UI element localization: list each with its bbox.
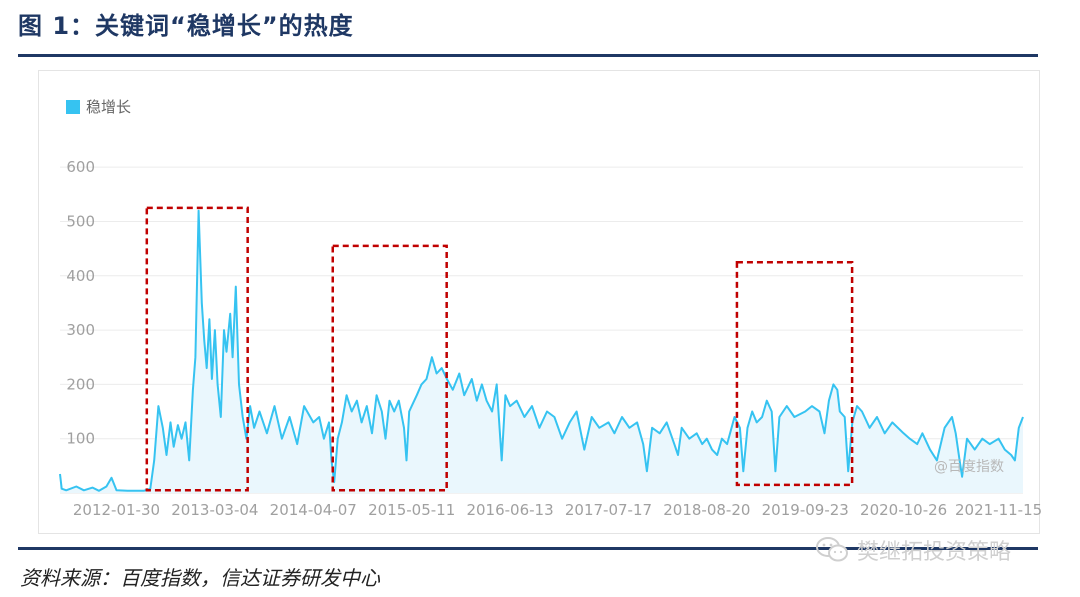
- source-divider: [18, 547, 1038, 550]
- series-area: [60, 210, 1023, 493]
- x-tick-label: 2015-05-11: [368, 501, 455, 519]
- y-tick-label: 500: [66, 212, 95, 230]
- highlight-box-2: [331, 244, 448, 492]
- x-tick-label: 2014-04-07: [270, 501, 357, 519]
- series-layer: [59, 209, 1024, 493]
- wechat-watermark: 樊继拓投资策略: [815, 534, 1011, 566]
- legend[interactable]: 稳增长: [66, 96, 131, 117]
- source-note: 资料来源：百度指数，信达证券研发中心: [20, 566, 380, 590]
- y-axis-ticks: 100 200 300 400 500 600: [66, 158, 95, 448]
- highlight-box-1: [145, 206, 249, 492]
- y-tick-label: 600: [66, 158, 95, 176]
- y-tick-label: 300: [66, 321, 95, 339]
- highlight-box-3: [735, 260, 854, 487]
- title-underline: [18, 54, 1038, 57]
- x-tick-label: 2017-07-17: [565, 501, 652, 519]
- wechat-icon: [816, 537, 848, 562]
- x-tick-label: 2013-03-04: [171, 501, 258, 519]
- wechat-account-name: 樊继拓投资策略: [857, 540, 1012, 565]
- y-tick-label: 400: [66, 267, 95, 285]
- x-tick-label: 2019-09-23: [762, 501, 849, 519]
- x-axis-ticks: 2012-01-30 2013-03-04 2014-04-07 2015-05-11…: [73, 501, 1042, 519]
- x-tick-label: 2016-06-13: [466, 501, 553, 519]
- annotation-layer: [145, 206, 854, 492]
- legend-swatch: [66, 99, 80, 114]
- y-tick-label: 100: [66, 430, 95, 448]
- figure-title: 图 1：关键词“稳增长”的热度: [18, 12, 354, 40]
- baidu-index-watermark: @百度指数: [934, 459, 1004, 475]
- series-line-稳增长: [59, 209, 1024, 492]
- y-tick-label: 200: [66, 375, 95, 393]
- x-tick-label: 2012-01-30: [73, 501, 160, 519]
- x-tick-label: 2020-10-26: [860, 501, 947, 519]
- x-tick-label: 2021-11-15: [955, 501, 1042, 519]
- x-tick-label: 2018-08-20: [663, 501, 750, 519]
- legend-label: 稳增长: [86, 98, 132, 116]
